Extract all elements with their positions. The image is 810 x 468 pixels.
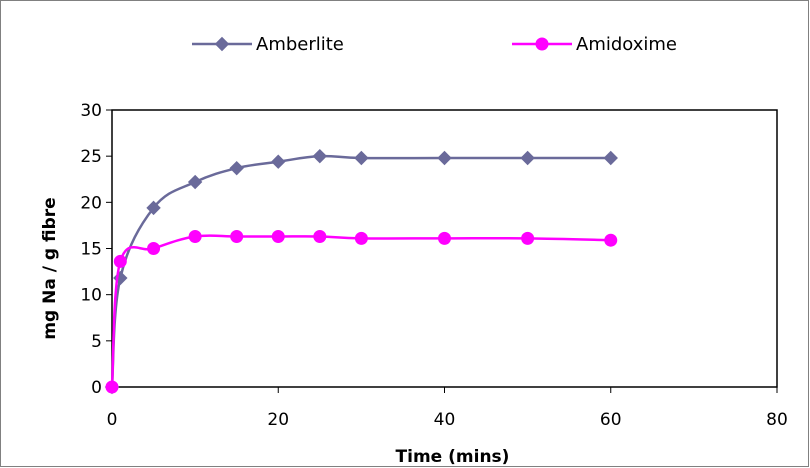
legend-item-amberlite: Amberlite xyxy=(192,34,344,55)
x-tick-label: 0 xyxy=(107,410,118,430)
data-point-amidoxime xyxy=(105,380,119,394)
y-tick-label: 10 xyxy=(80,286,102,306)
legend-marker-amidoxime xyxy=(535,37,549,51)
data-point-amidoxime xyxy=(354,231,368,245)
data-point-amidoxime xyxy=(188,229,202,243)
y-tick-label: 30 xyxy=(80,101,102,121)
x-tick-label: 20 xyxy=(267,410,289,430)
data-point-amberlite xyxy=(520,150,535,166)
y-tick-label: 25 xyxy=(80,147,102,167)
data-point-amberlite xyxy=(229,160,244,176)
series-amidoxime xyxy=(105,229,618,394)
data-point-amidoxime xyxy=(147,242,161,255)
axes: 0 5 10 15 20 25 30 0 20 40 60 80 xyxy=(80,101,787,430)
legend: Amberlite Amidoxime xyxy=(192,34,677,55)
y-tick-label: 20 xyxy=(80,193,102,213)
data-point-amidoxime xyxy=(271,229,285,243)
y-tick-label: 5 xyxy=(91,332,102,352)
data-point-amidoxime xyxy=(230,229,244,243)
legend-item-amidoxime: Amidoxime xyxy=(512,34,677,55)
legend-marker-amberlite xyxy=(214,36,230,52)
data-point-amidoxime xyxy=(521,231,535,245)
data-point-amidoxime xyxy=(438,231,451,245)
data-point-amidoxime xyxy=(604,233,618,247)
y-axis-title: mg Na / g fibre xyxy=(40,197,60,339)
series-group xyxy=(104,148,618,395)
y-tick-label: 0 xyxy=(91,378,102,398)
y-tick-label: 15 xyxy=(80,240,102,260)
legend-label-amidoxime: Amidoxime xyxy=(576,34,677,55)
data-point-amberlite xyxy=(603,150,618,166)
x-tick-label: 40 xyxy=(434,410,456,430)
data-point-amberlite xyxy=(271,154,286,169)
legend-label-amberlite: Amberlite xyxy=(256,34,344,55)
data-point-amberlite xyxy=(146,200,161,216)
x-tick-label: 60 xyxy=(600,410,622,430)
data-point-amidoxime xyxy=(313,229,327,243)
data-point-amidoxime xyxy=(113,254,127,268)
data-point-amberlite xyxy=(437,150,452,166)
data-point-amberlite xyxy=(187,174,203,190)
data-point-amberlite xyxy=(312,148,328,164)
x-axis-title: Time (mins) xyxy=(396,447,510,467)
data-point-amberlite xyxy=(354,150,369,166)
x-tick-label: 80 xyxy=(766,410,788,430)
